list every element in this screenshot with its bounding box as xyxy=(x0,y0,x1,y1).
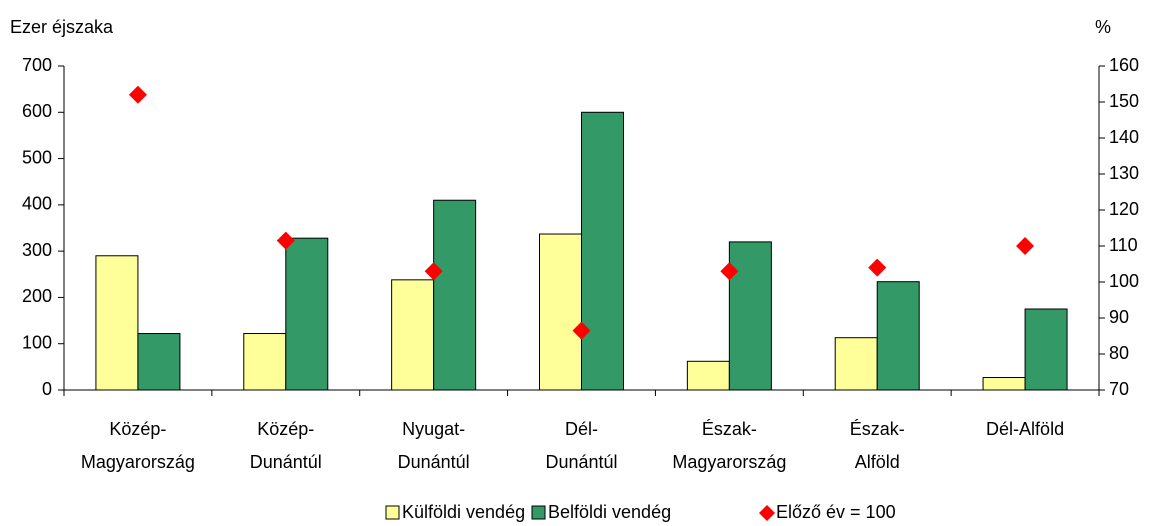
bar xyxy=(285,237,329,391)
bar xyxy=(137,333,181,391)
bar xyxy=(581,111,624,391)
marker xyxy=(128,85,147,104)
marker xyxy=(276,231,295,250)
y-tick-label: 200 xyxy=(22,286,52,306)
bar xyxy=(876,281,920,391)
marker xyxy=(868,258,887,277)
y2-tick-label: 140 xyxy=(1109,127,1139,147)
y2-tick-label: 100 xyxy=(1109,271,1139,291)
bar xyxy=(391,279,435,391)
y-tick-label: 300 xyxy=(22,240,52,260)
legend-label: Külföldi vendég xyxy=(402,502,525,522)
x-tick-label: Közép- xyxy=(257,419,314,439)
x-tick-label: Magyarország xyxy=(672,452,786,472)
y2-tick-label: 90 xyxy=(1109,307,1129,327)
y2-axis-title: % xyxy=(1095,17,1111,37)
x-tick-label: Dunántúl xyxy=(545,452,617,472)
x-tick-label: Dél- xyxy=(565,419,598,439)
bar xyxy=(433,199,477,391)
x-tick-label: Dunántúl xyxy=(398,452,470,472)
bar xyxy=(539,233,582,391)
y-tick-label: 400 xyxy=(22,194,52,214)
y2-tick-label: 80 xyxy=(1109,343,1129,363)
y2-tick-label: 150 xyxy=(1109,91,1139,111)
x-tick-label: Magyarország xyxy=(81,452,195,472)
bar xyxy=(243,333,287,391)
y2-tick-label: 130 xyxy=(1109,163,1139,183)
bar xyxy=(95,255,139,391)
bar xyxy=(834,337,878,391)
x-tick-label: Észak- xyxy=(850,419,905,439)
marker xyxy=(720,262,739,281)
x-tick-label: Alföld xyxy=(855,452,900,472)
y-tick-label: 100 xyxy=(22,332,52,352)
y2-tick-label: 70 xyxy=(1109,379,1129,399)
x-tick-label: Közép- xyxy=(109,419,166,439)
y-tick-label: 0 xyxy=(42,379,52,399)
marker xyxy=(572,321,591,340)
legend-label: Belföldi vendég xyxy=(548,502,671,522)
y2-tick-label: 160 xyxy=(1109,55,1139,75)
y-axis-title: Ezer éjszaka xyxy=(10,17,114,37)
x-tick-label: Dunántúl xyxy=(250,452,322,472)
y-tick-label: 700 xyxy=(22,55,52,75)
y2-tick-label: 110 xyxy=(1109,235,1138,255)
bar xyxy=(728,241,772,391)
bar xyxy=(1024,308,1068,391)
y2-tick-label: 120 xyxy=(1109,199,1139,219)
bar xyxy=(982,377,1026,391)
y-tick-label: 600 xyxy=(22,101,52,121)
x-tick-label: Észak- xyxy=(702,419,757,439)
legend-label: Előző év = 100 xyxy=(776,502,896,522)
legend-swatch xyxy=(759,505,775,521)
marker xyxy=(1016,237,1035,255)
bar xyxy=(686,360,730,391)
legend-swatch xyxy=(531,505,546,520)
x-tick-label: Nyugat- xyxy=(402,419,465,439)
y-tick-label: 500 xyxy=(22,147,52,167)
legend-swatch xyxy=(385,505,400,520)
marker xyxy=(424,262,443,281)
x-tick-label: Dél-Alföld xyxy=(986,419,1064,439)
